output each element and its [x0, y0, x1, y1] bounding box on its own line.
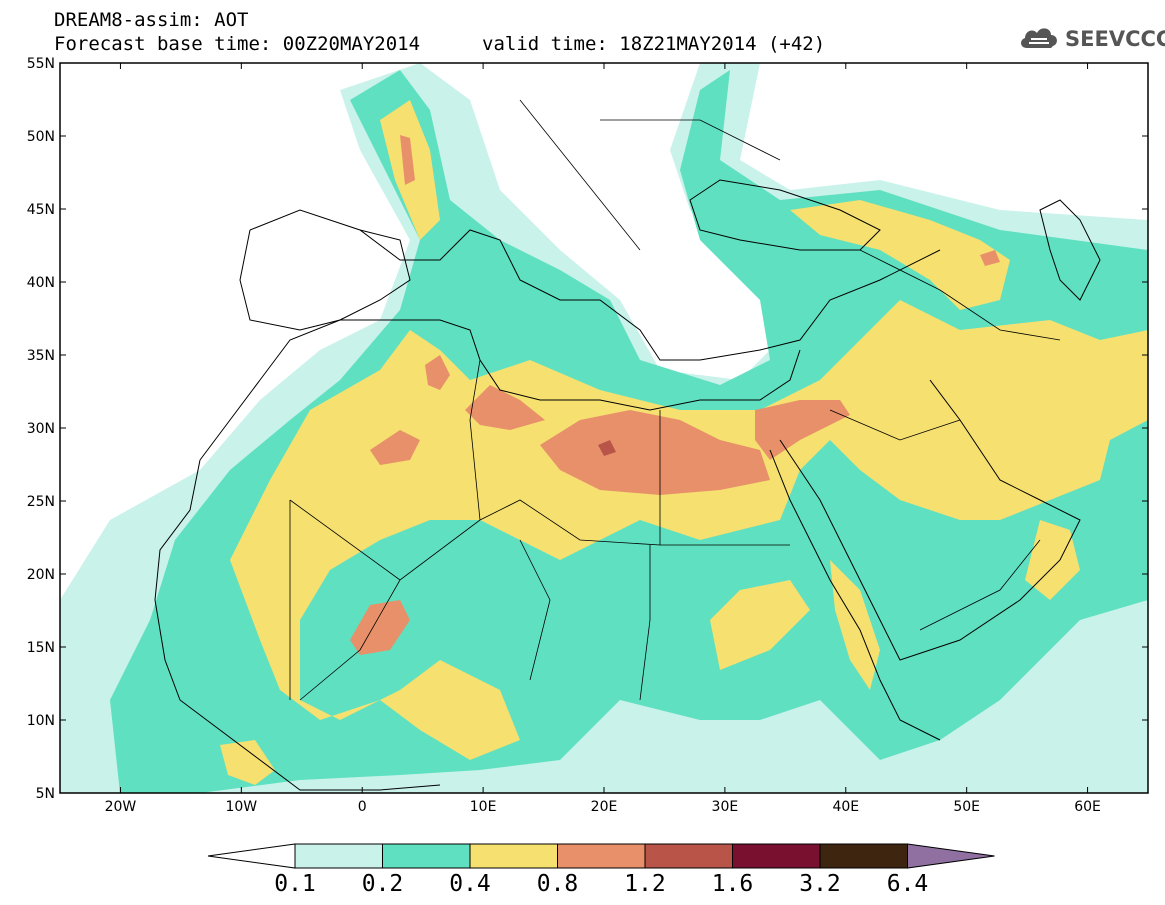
colorbar-label: 0.2 — [362, 871, 404, 897]
aot-band-0.8-sinai — [755, 400, 850, 460]
aot-band-0.8-caucasus — [980, 250, 1000, 266]
seevccc-logo: SEEVCCC — [1017, 22, 1165, 56]
aot-band-0.4-oman — [1025, 520, 1080, 600]
coast-europe — [249, 209, 941, 361]
lon-tick-label: 20E — [591, 799, 618, 815]
colorbar-segment — [382, 843, 471, 869]
lon-tick-label: 20W — [105, 799, 137, 815]
colorbar-label: 0.1 — [274, 871, 316, 897]
aot-band-0.4-caspian — [790, 200, 1010, 310]
logo-text: SEEVCCC — [1065, 27, 1165, 51]
border-line — [919, 539, 1041, 631]
latitude-axis: 55N 50N 45N 40N 35N 30N 25N 20N 15N 10N 5N — [27, 56, 1148, 802]
longitude-axis: 20W 10W 0 10E 20E 30E 40E 50E 60E — [105, 63, 1101, 815]
border-line — [829, 409, 961, 441]
aot-band-0.4 — [230, 300, 1148, 760]
border-line — [639, 545, 651, 701]
colorbar-segment — [557, 843, 646, 869]
colorbar-label: 1.6 — [712, 871, 754, 897]
coast-iberia — [239, 229, 411, 331]
lat-tick-label: 55N — [27, 56, 55, 72]
coast-caspian — [1039, 199, 1101, 301]
aot-field — [60, 63, 1148, 793]
lon-tick-label: 40E — [832, 799, 859, 815]
lat-tick-label: 50N — [27, 129, 55, 145]
lon-tick-label: 50E — [953, 799, 980, 815]
coast-arabia — [779, 379, 1081, 661]
lat-tick-label: 45N — [27, 202, 55, 218]
valid-time: valid time: 18Z21MAY2014 (+42) — [482, 33, 826, 55]
map-title: DREAM8-assim: AOT — [54, 9, 249, 31]
colorbar-segment — [469, 843, 558, 869]
colorbar-label: 3.2 — [799, 871, 841, 897]
colorbar-segment — [819, 843, 908, 869]
lat-tick-label: 15N — [27, 640, 55, 656]
lon-tick-label: 10W — [225, 799, 257, 815]
country-borders — [289, 99, 1061, 701]
border-line — [289, 499, 661, 581]
lon-tick-label: 60E — [1074, 799, 1101, 815]
cloud-icon — [1021, 28, 1057, 48]
colorbar-label: 0.8 — [537, 871, 579, 897]
aot-band-0.8-france — [400, 135, 415, 185]
colorbar-under-triangle — [207, 843, 296, 869]
lon-tick-label: 10E — [470, 799, 497, 815]
aot-band-0.4-redsea — [830, 560, 880, 690]
forecast-base-time: Forecast base time: 00Z20MAY2014 — [54, 33, 421, 55]
coast-west-africa — [154, 459, 441, 791]
lat-tick-label: 20N — [27, 567, 55, 583]
border-line — [469, 359, 481, 521]
lat-tick-label: 30N — [27, 421, 55, 437]
lat-tick-label: 5N — [36, 786, 55, 802]
lat-tick-label: 10N — [27, 713, 55, 729]
colorbar-label: 1.2 — [624, 871, 666, 897]
coast-black-sea — [689, 179, 881, 251]
colorbar-label: 6.4 — [887, 871, 929, 897]
border-line — [519, 99, 641, 251]
border-line — [299, 579, 401, 701]
aot-band-0.4-sudan — [710, 580, 810, 670]
lat-tick-label: 40N — [27, 275, 55, 291]
colorbar-label: 0.4 — [449, 871, 491, 897]
aot-band-0.8-algeria — [370, 430, 420, 465]
aot-band-0.8-libya — [465, 385, 545, 430]
colorbar-segment — [732, 843, 821, 869]
lon-tick-label: 0 — [358, 799, 367, 815]
aot-band-1.2 — [598, 440, 616, 456]
coast-redsea — [769, 449, 941, 741]
colorbar: 0.1 0.2 0.4 0.8 1.2 1.6 3.2 6.4 — [207, 843, 995, 897]
border-line — [519, 539, 551, 681]
border-line — [859, 249, 1061, 341]
aot-band-0.8 — [540, 410, 770, 495]
colorbar-over-triangle — [907, 843, 995, 869]
border-line — [600, 119, 781, 161]
colorbar-segment — [644, 843, 733, 869]
lat-tick-label: 35N — [27, 348, 55, 364]
lon-tick-label: 30E — [712, 799, 739, 815]
colorbar-segment — [294, 843, 383, 869]
aot-band-0.8-atlas — [425, 355, 450, 390]
lat-tick-label: 25N — [27, 494, 55, 510]
aot-band-0.4-westafrica — [220, 740, 275, 785]
